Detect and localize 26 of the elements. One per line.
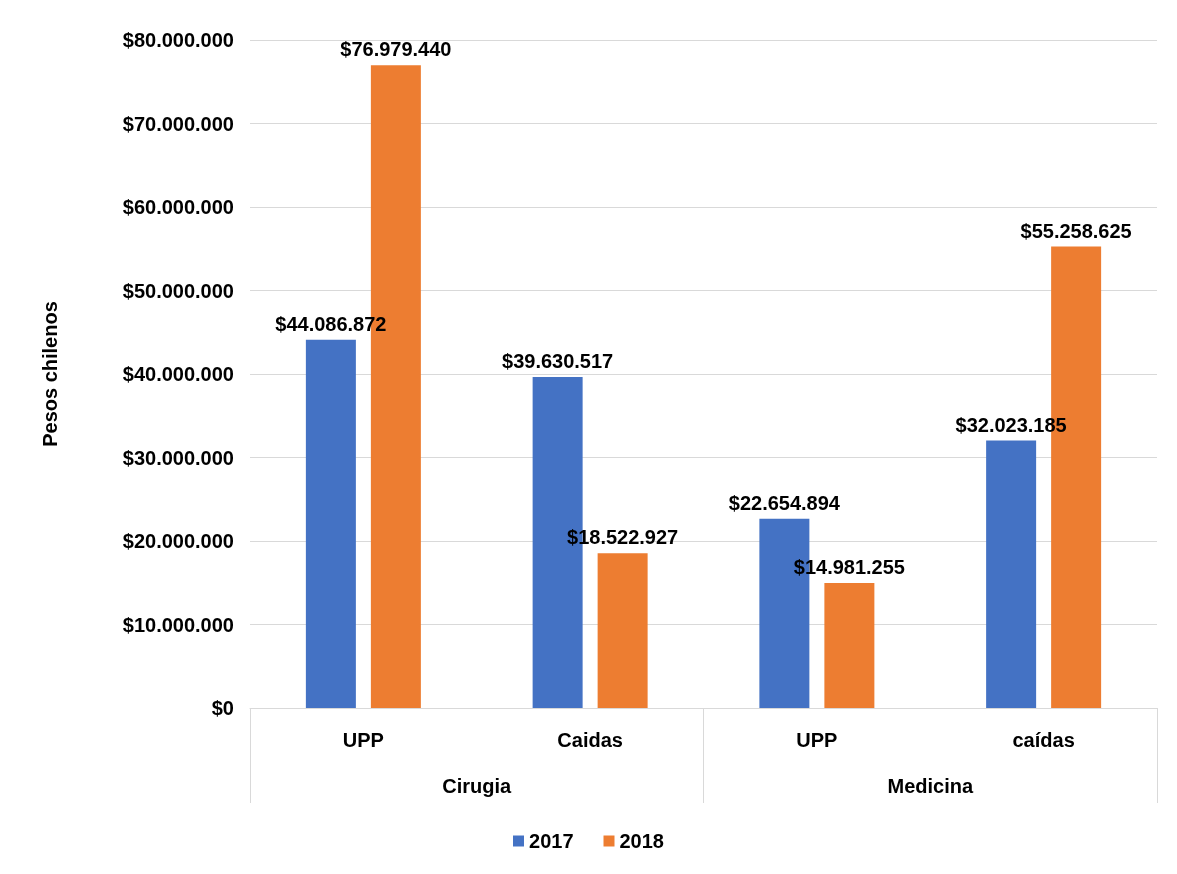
y-tick-label: $70.000.000 [122,112,234,135]
y-tick-label: $60.000.000 [122,196,234,218]
y-tick-label: $0 [211,697,234,719]
x-tick-label: UPP [342,729,384,751]
x-tick-label: Caidas [557,729,623,751]
data-label: $22.654.894 [728,491,841,514]
bar [824,582,875,708]
bar [597,553,648,708]
data-label: $76.979.440 [340,38,452,61]
bar [986,440,1037,708]
data-label: $39.630.517 [502,350,614,373]
y-tick-label: $40.000.000 [122,363,234,385]
bar [305,339,356,708]
y-tick-label: $30.000.000 [122,446,234,469]
text: Cirugia [442,775,513,797]
y-tick-label: $10.000.000 [122,613,234,636]
data-label: $55.258.625 [1020,219,1132,242]
x-tick-label: UPP [796,729,838,751]
y-tick-label: $20.000.000 [122,530,234,552]
text: Medicina [887,775,974,797]
y-axis-title: Pesos chilenos [39,301,61,447]
x-tick-label: caídas [1012,729,1075,751]
legend-label: 2018 [619,830,664,852]
y-tick-label: $80.000.000 [122,29,234,51]
y-tick-label: $50.000.000 [122,279,234,302]
legend-label: 2017 [529,830,574,852]
